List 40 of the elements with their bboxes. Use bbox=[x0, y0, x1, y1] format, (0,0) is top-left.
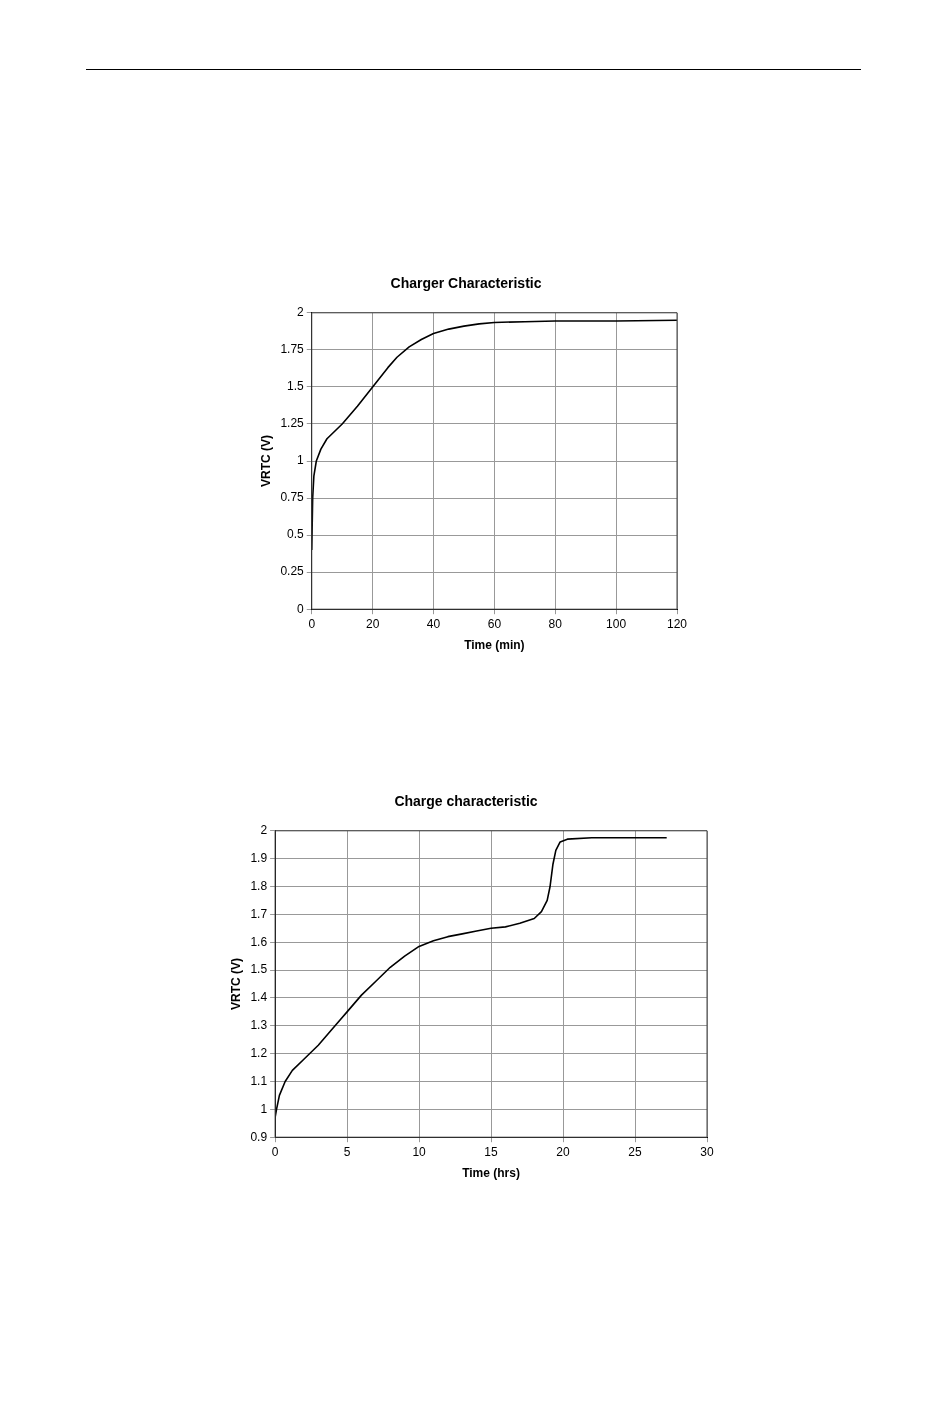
y-tick-label: 2 bbox=[260, 823, 268, 838]
x-axis-title: Time (min) bbox=[464, 638, 525, 653]
y-tick-label: 0 bbox=[297, 601, 305, 616]
chart-title: Charge characteristic bbox=[394, 793, 538, 810]
y-tick-label: 1.2 bbox=[250, 1045, 268, 1060]
x-tick-label: 20 bbox=[365, 616, 380, 631]
y-tick-label: 1.3 bbox=[250, 1018, 268, 1033]
y-tick-label: 1.1 bbox=[250, 1073, 268, 1088]
x-tick-label: 60 bbox=[487, 616, 502, 631]
x-axis-title: Time (hrs) bbox=[462, 1166, 520, 1181]
y-tick-label: 0.25 bbox=[280, 564, 305, 579]
y-tick-label: 1 bbox=[260, 1101, 268, 1116]
y-tick-label: 1 bbox=[297, 453, 305, 468]
y-axis-title: VRTC (V) bbox=[228, 958, 243, 1010]
x-tick-label: 10 bbox=[412, 1144, 427, 1159]
y-tick-label: 1.75 bbox=[280, 342, 305, 357]
x-tick-label: 0 bbox=[308, 616, 316, 631]
x-tick-label: 80 bbox=[548, 616, 563, 631]
y-tick-label: 1.5 bbox=[250, 962, 268, 977]
y-tick-label: 0.5 bbox=[287, 527, 305, 542]
x-tick-label: 40 bbox=[426, 616, 441, 631]
y-tick-label: 1.25 bbox=[280, 416, 305, 431]
chart-title: Charger Characteristic bbox=[390, 275, 542, 292]
y-tick-label: 0.9 bbox=[250, 1129, 268, 1144]
y-tick-label: 1.6 bbox=[250, 934, 268, 949]
x-tick-label: 30 bbox=[700, 1144, 714, 1159]
y-axis-title: VRTC (V) bbox=[258, 435, 273, 487]
x-tick-label: 120 bbox=[666, 616, 688, 631]
x-tick-label: 100 bbox=[606, 616, 627, 631]
x-tick-label: 15 bbox=[484, 1144, 499, 1159]
y-tick-label: 1.9 bbox=[250, 850, 268, 865]
y-tick-label: 0.75 bbox=[280, 490, 305, 505]
x-tick-label: 25 bbox=[628, 1144, 643, 1159]
x-tick-label: 20 bbox=[556, 1144, 571, 1159]
y-tick-label: 1.5 bbox=[287, 379, 305, 394]
y-tick-label: 1.8 bbox=[250, 878, 268, 893]
x-tick-label: 5 bbox=[343, 1144, 351, 1159]
y-tick-label: 1.7 bbox=[250, 906, 268, 921]
y-tick-label: 2 bbox=[297, 305, 305, 320]
y-tick-label: 1.4 bbox=[250, 990, 268, 1005]
